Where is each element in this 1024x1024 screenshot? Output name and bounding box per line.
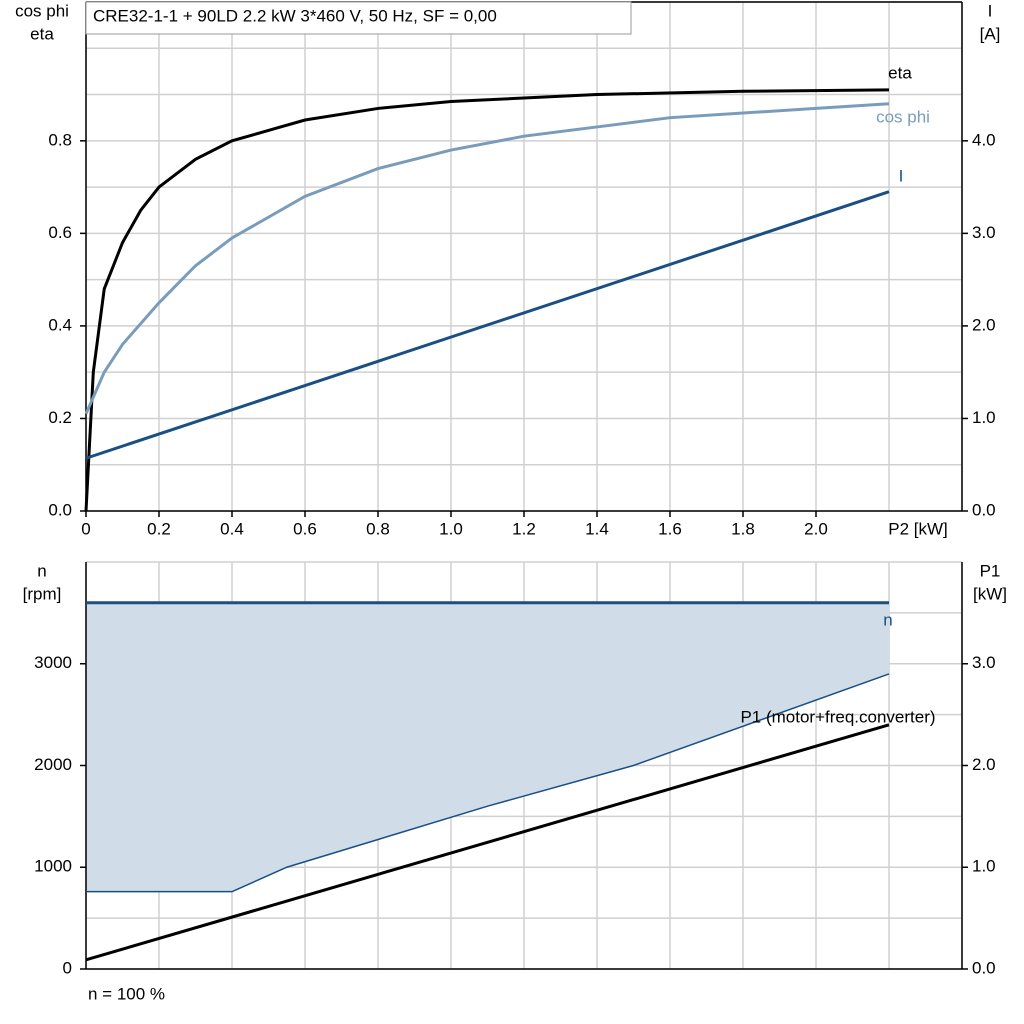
title-box	[85, 1, 632, 35]
y2-tick-label: 0.0	[972, 958, 996, 977]
y-axis-label: eta	[30, 24, 54, 43]
area	[86, 602, 889, 892]
x-tick-label: 1.0	[439, 519, 463, 538]
x-tick-label: 0	[81, 519, 90, 538]
y-axis-label: [rpm]	[23, 584, 62, 603]
series-label: eta	[888, 63, 912, 82]
y2-tick-label: 4.0	[972, 130, 996, 149]
y2-tick-label: 0.0	[972, 500, 996, 519]
y2-tick-label: 1.0	[972, 857, 996, 876]
footnote: n = 100 %	[88, 984, 165, 1003]
y2-axis-label: P1	[980, 561, 1001, 580]
y-axis-label: cos phi	[15, 1, 69, 20]
y-tick-label: 0.8	[48, 130, 72, 149]
x-tick-label: 0.4	[220, 519, 244, 538]
x-tick-label: 1.4	[585, 519, 609, 538]
y-axis-label: n	[37, 561, 46, 580]
x-axis-label: P2 [kW]	[888, 519, 948, 538]
y2-tick-label: 3.0	[972, 653, 996, 672]
x-tick-label: 1.6	[658, 519, 682, 538]
y-tick-label: 0.2	[48, 408, 72, 427]
series-line	[84, 88, 890, 512]
y-tick-label: 3000	[34, 653, 72, 672]
y-tick-label: 1000	[34, 857, 72, 876]
series-label: cos phi	[876, 107, 930, 126]
y-tick-label: 0.0	[48, 500, 72, 519]
series-line	[84, 102, 890, 415]
series-label: I	[899, 166, 904, 185]
chart-title: CRE32-1-1 + 90LD 2.2 kW 3*460 V, 50 Hz, …	[93, 6, 497, 25]
x-tick-label: 2.0	[804, 519, 828, 538]
x-tick-label: 0.6	[293, 519, 317, 538]
y-tick-label: 2000	[34, 755, 72, 774]
y2-axis-label: [A]	[980, 24, 1001, 43]
x-tick-label: 0.2	[147, 519, 171, 538]
y2-tick-label: 2.0	[972, 315, 996, 334]
y2-tick-label: 2.0	[972, 755, 996, 774]
series-label: n	[883, 610, 892, 629]
y-tick-label: 0.6	[48, 223, 72, 242]
x-tick-label: 1.8	[731, 519, 755, 538]
y2-axis-label: I	[988, 1, 993, 20]
x-tick-label: 0.8	[366, 519, 390, 538]
y2-tick-label: 1.0	[972, 408, 996, 427]
y2-tick-label: 3.0	[972, 223, 996, 242]
series-line	[86, 673, 890, 893]
x-tick-label: 1.2	[512, 519, 536, 538]
y-tick-label: 0	[63, 958, 72, 977]
y-tick-label: 0.4	[48, 315, 72, 334]
series-label: P1 (motor+freq.converter)	[740, 707, 935, 726]
y2-axis-label: [kW]	[973, 584, 1007, 603]
series-line	[85, 723, 890, 962]
series-line	[85, 190, 890, 460]
